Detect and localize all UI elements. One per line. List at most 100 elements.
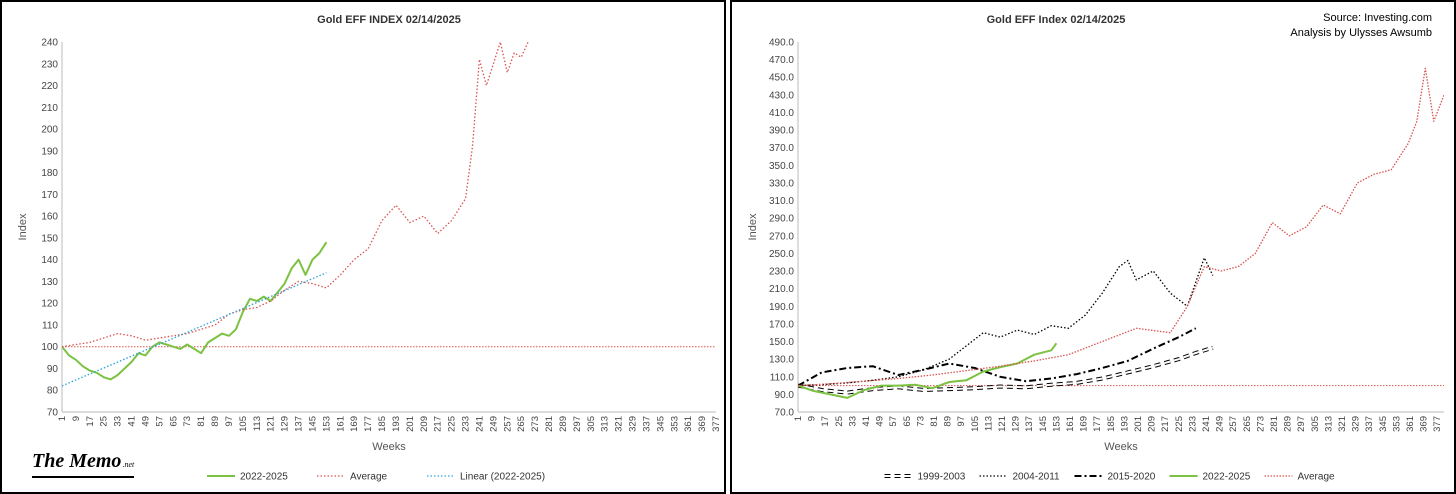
y-tick-label: 220 <box>41 81 58 92</box>
x-tick-label: 377 <box>711 416 722 432</box>
x-tick-label: 217 <box>1160 416 1171 432</box>
x-tick-label: 281 <box>544 416 555 432</box>
x-tick-label: 129 <box>280 416 291 432</box>
x-tick-label: 233 <box>1187 416 1198 432</box>
x-tick-label: 345 <box>655 416 666 432</box>
x-tick-label: 177 <box>363 416 374 432</box>
x-tick-label: 257 <box>1228 416 1239 432</box>
credit-label: Analysis by Ulysses Awsumb <box>1290 27 1432 39</box>
x-tick-label: 265 <box>516 416 527 432</box>
x-tick-label: 81 <box>929 416 940 427</box>
x-tick-label: 129 <box>1011 416 1022 432</box>
y-tick-label: 350.0 <box>769 161 794 172</box>
x-tick-label: 337 <box>1364 416 1375 432</box>
y-tick-label: 130.0 <box>769 355 794 366</box>
the-memo-logo: The Memo.net <box>32 450 135 478</box>
legend-item: 2022-2025 <box>207 472 288 483</box>
x-tick-label: 321 <box>614 416 625 432</box>
x-tick-label: 209 <box>1147 416 1158 432</box>
x-tick-label: 33 <box>847 416 858 427</box>
x-tick-label: 57 <box>154 416 165 427</box>
x-tick-label: 25 <box>834 416 845 427</box>
y-axis-label: Index <box>747 213 759 240</box>
x-tick-label: 329 <box>628 416 639 432</box>
y-tick-label: 190 <box>41 146 58 157</box>
x-tick-label: 297 <box>1296 416 1307 432</box>
x-tick-label: 17 <box>820 416 831 427</box>
legend-item: Linear (2022-2025) <box>427 472 545 483</box>
x-tick-label: 9 <box>71 416 82 421</box>
x-tick-label: 361 <box>683 416 694 432</box>
legend-item: 2015-2020 <box>1074 472 1156 483</box>
x-tick-label: 369 <box>1419 416 1430 432</box>
series-line-2004-2011 <box>798 257 1214 387</box>
x-tick-label: 41 <box>861 416 872 427</box>
right-chart: Gold EFF Index 02/14/2025 Source: Investi… <box>747 12 1444 483</box>
y-tick-label: 110.0 <box>770 372 795 383</box>
x-axis-label: Weeks <box>1104 441 1138 453</box>
y-tick-label: 130 <box>41 277 58 288</box>
x-tick-label: 1 <box>57 416 68 421</box>
x-tick-label: 289 <box>558 416 569 432</box>
x-tick-label: 1 <box>793 416 804 421</box>
x-tick-label: 329 <box>1351 416 1362 432</box>
x-tick-label: 201 <box>405 416 416 432</box>
x-tick-label: 65 <box>168 416 179 427</box>
x-tick-label: 49 <box>875 416 886 427</box>
x-tick-label: 193 <box>391 416 402 432</box>
x-tick-label: 81 <box>196 416 207 427</box>
series-path <box>798 257 1214 387</box>
y-tick-label: 110 <box>42 320 58 331</box>
x-tick-label: 161 <box>1065 416 1076 432</box>
x-tick-label: 281 <box>1269 416 1280 432</box>
x-tick-label: 97 <box>224 416 235 427</box>
y-tick-label: 310.0 <box>769 196 794 207</box>
x-tick-label: 249 <box>1215 416 1226 432</box>
x-tick-label: 249 <box>488 416 499 432</box>
series-path <box>798 342 1058 399</box>
x-tick-label: 89 <box>210 416 221 427</box>
x-tick-label: 153 <box>321 416 332 432</box>
y-tick-label: 210.0 <box>769 284 794 295</box>
y-tick-label: 120 <box>41 299 58 310</box>
x-tick-label: 105 <box>970 416 981 432</box>
x-tick-label: 153 <box>1051 416 1062 432</box>
x-tick-label: 121 <box>266 416 277 432</box>
y-tick-label: 290.0 <box>769 214 794 225</box>
series-line-average <box>62 42 529 348</box>
x-tick-label: 33 <box>113 416 124 427</box>
x-tick-label: 17 <box>85 416 96 427</box>
x-tick-label: 73 <box>915 416 926 427</box>
left-chart: Gold EFF INDEX 02/14/2025708090100110120… <box>17 14 722 483</box>
x-tick-label: 89 <box>943 416 954 427</box>
y-tick-label: 490.0 <box>769 38 794 49</box>
x-tick-label: 273 <box>1255 416 1266 432</box>
chart-title: Gold EFF Index 02/14/2025 <box>987 14 1126 26</box>
y-tick-label: 240 <box>41 38 58 49</box>
legend-item: 1999-2003 <box>884 472 966 483</box>
x-tick-label: 337 <box>641 416 652 432</box>
y-tick-label: 210 <box>41 103 58 114</box>
y-tick-label: 230 <box>41 59 58 70</box>
brand-suffix: .net <box>122 460 135 469</box>
x-tick-label: 241 <box>474 416 485 432</box>
y-tick-label: 150 <box>41 233 58 244</box>
x-axis-label: Weeks <box>372 441 406 453</box>
x-tick-label: 369 <box>697 416 708 432</box>
x-tick-label: 217 <box>433 416 444 432</box>
y-tick-label: 160 <box>41 212 58 223</box>
right-chart-panel: Gold EFF Index 02/14/2025 Source: Investi… <box>730 0 1456 494</box>
x-tick-label: 321 <box>1337 416 1348 432</box>
legend-item: 2022-2025 <box>1169 472 1251 483</box>
x-tick-label: 361 <box>1405 416 1416 432</box>
x-tick-label: 137 <box>294 416 305 432</box>
x-tick-label: 185 <box>377 416 388 432</box>
x-tick-label: 137 <box>1024 416 1035 432</box>
y-tick-label: 100 <box>41 342 58 353</box>
source-label: Source: Investing.com <box>1323 12 1432 24</box>
chart-title: Gold EFF INDEX 02/14/2025 <box>317 14 461 26</box>
x-tick-label: 113 <box>983 416 994 431</box>
y-tick-label: 90.0 <box>775 390 795 401</box>
left-chart-panel: Gold EFF INDEX 02/14/2025 70 80 90 100 110 120… <box>0 0 726 494</box>
y-tick-label: 430.0 <box>769 90 794 101</box>
